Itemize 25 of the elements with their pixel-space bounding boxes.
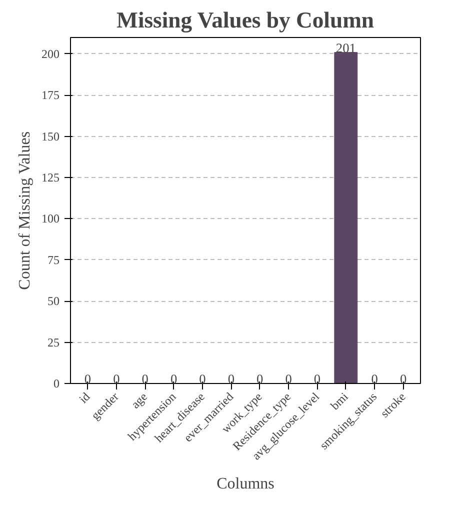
y-tick-label: 25 bbox=[48, 335, 60, 350]
data-label: 0 bbox=[170, 372, 178, 386]
y-tick-label: 200 bbox=[42, 46, 60, 61]
x-tick-label: id bbox=[76, 390, 93, 406]
y-tick-label: 150 bbox=[42, 129, 60, 144]
data-label: 0 bbox=[113, 372, 120, 386]
data-label: 0 bbox=[84, 372, 92, 386]
y-tick-label: 50 bbox=[48, 294, 60, 308]
data-label: 0 bbox=[400, 372, 407, 386]
data-label: 0 bbox=[285, 372, 292, 386]
y-axis-title: Count of Missing Values bbox=[16, 131, 34, 290]
data-label: 0 bbox=[371, 372, 378, 386]
x-axis-title: Columns bbox=[216, 476, 274, 493]
y-tick-label: 0 bbox=[54, 376, 60, 390]
data-label: 0 bbox=[199, 372, 206, 386]
y-tick-label: 100 bbox=[42, 212, 60, 226]
data-label: 0 bbox=[256, 372, 264, 386]
y-tick-label: 175 bbox=[42, 88, 60, 102]
data-label: 0 bbox=[314, 372, 321, 386]
y-tick-label: 75 bbox=[48, 252, 60, 267]
data-label: 0 bbox=[228, 372, 235, 386]
data-label: 201 bbox=[336, 40, 356, 56]
data-label: 0 bbox=[142, 372, 149, 386]
chart-title: Missing Values by Column bbox=[116, 8, 374, 32]
y-tick-label: 125 bbox=[42, 170, 60, 185]
